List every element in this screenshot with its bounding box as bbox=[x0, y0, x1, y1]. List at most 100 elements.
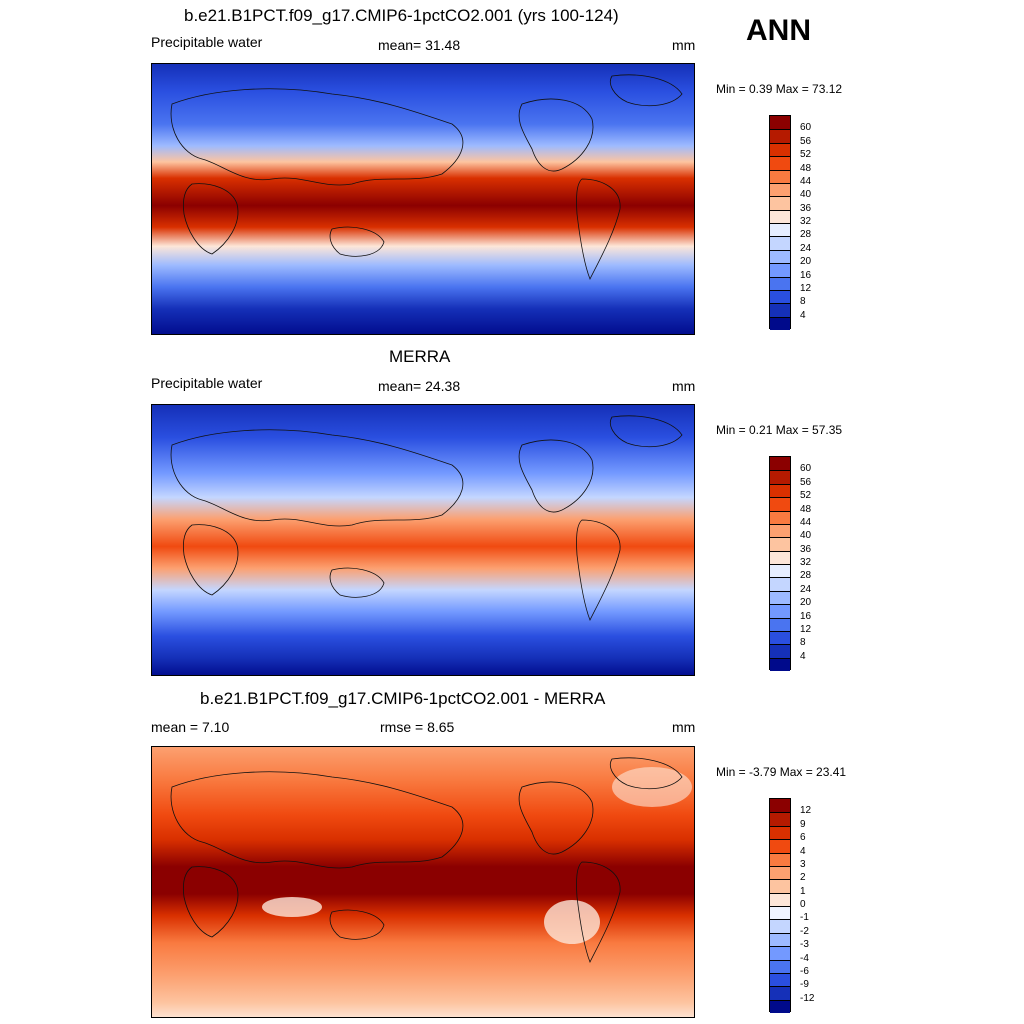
colorbar-tick-label: 44 bbox=[800, 175, 812, 187]
colorbar-swatch bbox=[770, 209, 790, 223]
map-difference bbox=[151, 746, 695, 1018]
colorbar-tick-label: 60 bbox=[800, 463, 812, 475]
colorbar-tick-label: 56 bbox=[800, 135, 812, 147]
rmse-label: rmse = 8.65 bbox=[380, 719, 455, 735]
colorbar-tick-label: 12 bbox=[800, 282, 812, 294]
colorbar-swatch bbox=[770, 999, 790, 1013]
colorbar-swatch bbox=[770, 617, 790, 631]
colorbar-swatch bbox=[770, 577, 790, 591]
colorbar-tick-label: -12 bbox=[800, 992, 815, 1004]
colorbar-swatch bbox=[770, 550, 790, 564]
panel-title: MERRA bbox=[389, 347, 451, 366]
colorbar-tick-label: 40 bbox=[800, 189, 812, 201]
season-label: ANN bbox=[746, 14, 811, 47]
colorbar bbox=[769, 115, 791, 330]
colorbar-swatch bbox=[770, 497, 790, 511]
colorbar-swatch bbox=[770, 959, 790, 973]
colorbar-swatch bbox=[770, 839, 790, 853]
colorbar-tick-label: 4 bbox=[800, 650, 806, 662]
colorbar-swatch bbox=[770, 879, 790, 893]
colorbar-swatch bbox=[770, 986, 790, 1000]
colorbar-tick-label: 24 bbox=[800, 242, 812, 254]
unit-label: mm bbox=[672, 378, 696, 394]
colorbar-swatch bbox=[770, 263, 790, 277]
mean-label: mean = 7.10 bbox=[151, 719, 230, 735]
colorbar-tick-label: 1 bbox=[800, 885, 806, 897]
colorbar-swatch bbox=[770, 116, 790, 130]
colorbar-swatch bbox=[770, 590, 790, 605]
colorbar-tick-label: 44 bbox=[800, 516, 812, 528]
colorbar-swatch bbox=[770, 510, 790, 524]
colorbar-tick-label: 2 bbox=[800, 872, 806, 884]
min-max-label: Min = 0.21 Max = 57.35 bbox=[716, 423, 843, 437]
colorbar-swatch bbox=[770, 182, 790, 197]
colorbar-swatch bbox=[770, 537, 790, 551]
colorbar-swatch bbox=[770, 483, 790, 498]
colorbar-swatch bbox=[770, 946, 790, 960]
colorbar-tick-label: 20 bbox=[800, 256, 812, 268]
colorbar-tick-label: 24 bbox=[800, 583, 812, 595]
colorbar-tick-label: 52 bbox=[800, 149, 812, 161]
colorbar-tick-label: 60 bbox=[800, 122, 812, 134]
colorbar-swatch bbox=[770, 142, 790, 157]
variable-label: Precipitable water bbox=[151, 34, 263, 50]
colorbar-tick-label: 8 bbox=[800, 296, 806, 308]
colorbar-swatch bbox=[770, 303, 790, 317]
colorbar-tick-label: 16 bbox=[800, 269, 812, 281]
colorbar-swatch bbox=[770, 799, 790, 813]
colorbar-tick-label: -4 bbox=[800, 952, 809, 964]
colorbar-swatch bbox=[770, 825, 790, 840]
colorbar-tick-label: 8 bbox=[800, 637, 806, 649]
colorbar-swatch bbox=[770, 156, 790, 170]
variable-label: Precipitable water bbox=[151, 375, 263, 391]
colorbar-tick-label: 0 bbox=[800, 899, 806, 910]
colorbar-swatch bbox=[770, 169, 790, 183]
mean-label: mean= 31.48 bbox=[378, 37, 461, 53]
colorbar-tick-label: 4 bbox=[800, 309, 806, 321]
map-model bbox=[151, 63, 695, 335]
colorbar-tick-label: -6 bbox=[800, 965, 809, 977]
colorbar-tick-label: -3 bbox=[800, 939, 809, 951]
colorbar-swatch bbox=[770, 564, 790, 578]
colorbar-tick-label: 28 bbox=[800, 229, 812, 241]
colorbar-tick-label: 32 bbox=[800, 557, 812, 568]
colorbar-swatch bbox=[770, 906, 790, 920]
colorbar-tick-label: -2 bbox=[800, 925, 809, 937]
mean-label: mean= 24.38 bbox=[378, 378, 461, 394]
colorbar-tick-label: 32 bbox=[800, 216, 812, 227]
colorbar-swatch bbox=[770, 289, 790, 304]
colorbar-tick-label: -1 bbox=[800, 912, 809, 924]
colorbar-swatch bbox=[770, 276, 790, 290]
colorbar-swatch bbox=[770, 196, 790, 210]
colorbar-tick-label: 40 bbox=[800, 530, 812, 542]
colorbar-swatch bbox=[770, 630, 790, 645]
colorbar-tick-label: 9 bbox=[800, 818, 806, 830]
unit-label: mm bbox=[672, 37, 696, 53]
colorbar-tick-label: 48 bbox=[800, 162, 812, 174]
colorbar-swatch bbox=[770, 892, 790, 906]
panel-title: b.e21.B1PCT.f09_g17.CMIP6-1pctCO2.001 - … bbox=[200, 689, 606, 708]
colorbar-swatch bbox=[770, 972, 790, 987]
colorbar-swatch bbox=[770, 223, 790, 237]
colorbar-tick-label: -9 bbox=[800, 979, 809, 991]
min-max-label: Min = -3.79 Max = 23.41 bbox=[716, 765, 847, 779]
colorbar bbox=[769, 456, 791, 671]
colorbar-swatch bbox=[770, 865, 790, 880]
colorbar-swatch bbox=[770, 470, 790, 484]
colorbar-tick-label: 36 bbox=[800, 202, 812, 214]
colorbar-swatch bbox=[770, 129, 790, 143]
colorbar-tick-label: 48 bbox=[800, 503, 812, 515]
colorbar-swatch bbox=[770, 657, 790, 671]
colorbar-swatch bbox=[770, 457, 790, 471]
min-max-label: Min = 0.39 Max = 73.12 bbox=[716, 82, 843, 96]
colorbar-swatch bbox=[770, 236, 790, 250]
map-merra bbox=[151, 404, 695, 676]
colorbar-tick-label: 4 bbox=[800, 845, 806, 857]
unit-label: mm bbox=[672, 719, 696, 735]
colorbar-tick-label: 52 bbox=[800, 490, 812, 502]
colorbar-tick-label: 3 bbox=[800, 858, 806, 870]
colorbar-swatch bbox=[770, 932, 790, 947]
colorbar-swatch bbox=[770, 604, 790, 618]
colorbar-tick-label: 36 bbox=[800, 543, 812, 555]
colorbar-tick-label: 20 bbox=[800, 597, 812, 609]
